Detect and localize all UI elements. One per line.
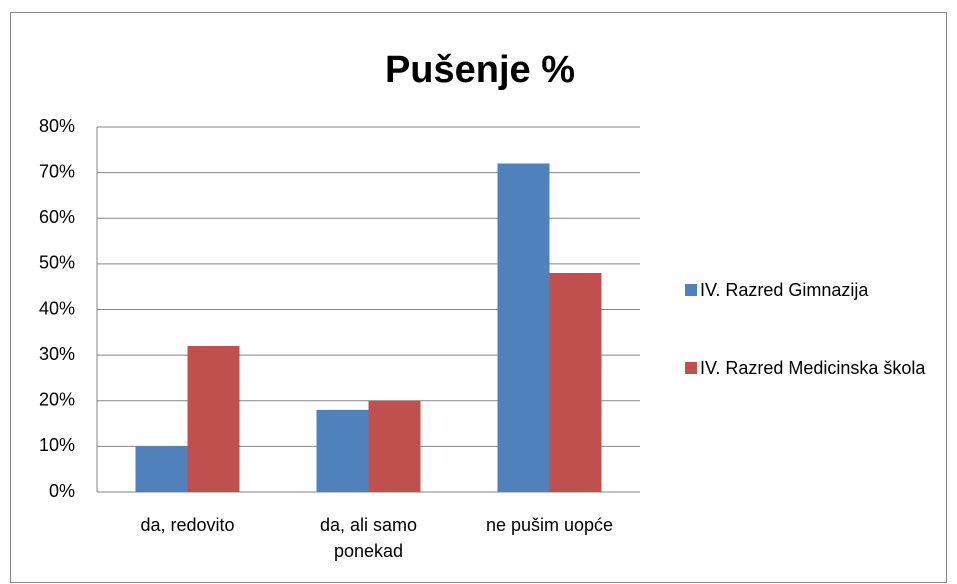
y-tick-label: 60% xyxy=(39,207,75,227)
y-tick-label: 10% xyxy=(39,435,75,455)
legend-swatch xyxy=(685,284,697,296)
legend-label: IV. Razred Medicinska škola xyxy=(700,358,926,378)
x-tick-label: ne pušim uopće xyxy=(485,515,614,535)
chart-title: Pušenje % xyxy=(385,49,575,91)
legend-swatch xyxy=(685,362,697,374)
y-tick-label: 30% xyxy=(39,344,75,364)
bar xyxy=(497,163,550,492)
bar xyxy=(368,400,421,492)
x-tick-label: da, ali samo ponekad xyxy=(319,515,418,561)
bar xyxy=(316,409,369,492)
y-tick-label: 40% xyxy=(39,298,75,318)
y-tick-label: 0% xyxy=(49,481,75,501)
x-tick-label: da, redovito xyxy=(140,515,235,535)
bar xyxy=(187,346,240,492)
legend-label: IV. Razred Gimnazija xyxy=(700,280,869,300)
y-tick-label: 50% xyxy=(39,253,75,273)
bar xyxy=(135,446,188,492)
y-tick-label: 20% xyxy=(39,390,75,410)
y-tick-label: 80% xyxy=(39,116,75,136)
bar xyxy=(549,273,602,492)
y-tick-label: 70% xyxy=(39,161,75,181)
